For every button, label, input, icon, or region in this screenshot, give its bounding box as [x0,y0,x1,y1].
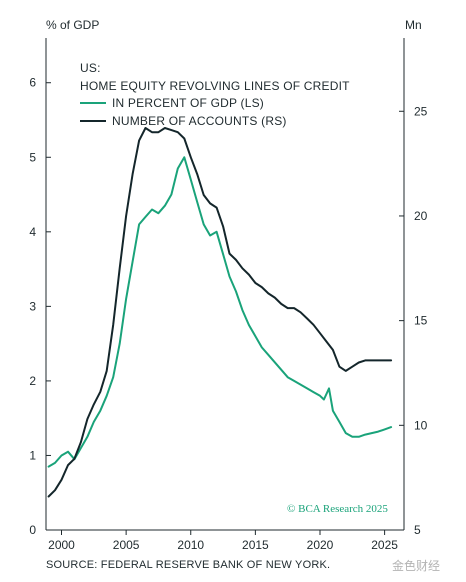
x-tick-label: 2020 [307,538,334,552]
legend-label-accounts: NUMBER OF ACCOUNTS (RS) [112,114,287,128]
series-layer [47,127,393,498]
left-axis-title: % of GDP [46,18,99,32]
chart-title-line2: HOME EQUITY REVOLVING LINES OF CREDIT [80,79,350,93]
left-tick-label: 4 [29,225,36,239]
left-tick-label: 0 [29,523,36,537]
left-tick-label: 6 [29,76,36,90]
right-axis-title: Mn [405,18,422,32]
x-axis-ticks: 2000 2005 2010 2015 2020 2025 [48,530,398,552]
series-line-gdp-percent [47,156,393,468]
right-tick-label: 10 [414,418,428,432]
chart-title-line1: US: [80,61,101,75]
series-line-number-of-accounts [47,127,393,498]
left-axis-ticks: 0 1 2 3 4 5 6 [29,76,51,537]
legend-label-gdp: IN PERCENT OF GDP (LS) [112,96,264,110]
x-tick-label: 2015 [242,538,269,552]
x-tick-label: 2005 [113,538,140,552]
right-axis-ticks: 5 10 15 20 25 [399,104,428,537]
right-tick-label: 15 [414,314,428,328]
x-tick-label: 2010 [177,538,204,552]
source-note: SOURCE: FEDERAL RESERVE BANK OF NEW YORK… [46,559,330,571]
x-tick-label: 2000 [48,538,75,552]
watermark-text: 金色财经 [392,558,440,573]
right-tick-label: 20 [414,209,428,223]
left-tick-label: 1 [29,448,36,462]
x-tick-label: 2025 [371,538,398,552]
legend: US: HOME EQUITY REVOLVING LINES OF CREDI… [80,61,350,128]
left-tick-label: 3 [29,299,36,313]
left-tick-label: 2 [29,374,36,388]
right-tick-label: 25 [414,104,428,118]
left-tick-label: 5 [29,150,36,164]
bca-credit: © BCA Research 2025 [287,503,388,515]
right-tick-label: 5 [414,523,421,537]
